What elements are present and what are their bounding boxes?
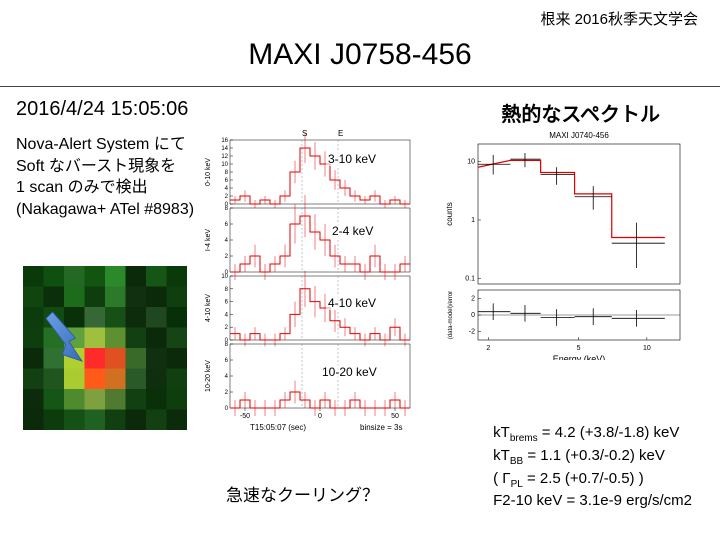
spectrum-heading: 熱的なスペクトル — [501, 98, 660, 127]
svg-text:(data-model)/error: (data-model)/error — [448, 291, 454, 339]
divider — [0, 86, 720, 87]
page-title: MAXI J0758-456 — [0, 38, 720, 72]
svg-text:6: 6 — [225, 178, 229, 184]
svg-text:50: 50 — [391, 413, 399, 420]
svg-text:MAXI J0740-456: MAXI J0740-456 — [549, 131, 609, 140]
svg-text:Energy (keV): Energy (keV) — [553, 354, 606, 360]
svg-text:4: 4 — [225, 186, 229, 192]
desc-line: Soft なバースト現象を — [16, 156, 194, 178]
svg-text:2: 2 — [225, 390, 229, 396]
svg-text:8: 8 — [225, 170, 229, 176]
svg-text:2: 2 — [225, 194, 229, 200]
cooling-question: 急速なクーリング？ — [226, 481, 379, 506]
svg-text:I-4 keV: I-4 keV — [205, 229, 212, 252]
svg-text:-2: -2 — [469, 329, 475, 336]
svg-text:6: 6 — [225, 300, 229, 306]
svg-text:0: 0 — [225, 406, 229, 412]
svg-text:16: 16 — [221, 138, 228, 144]
svg-text:10: 10 — [221, 274, 228, 280]
svg-text:8: 8 — [225, 342, 229, 348]
result-line: F2-10 keV = 3.1e-9 erg/s/cm2 — [493, 491, 692, 512]
band-label: 10-20 keV — [320, 365, 379, 379]
svg-text:10-20 keV: 10-20 keV — [205, 360, 212, 392]
description-block: Nova-Alert System にて Soft なバースト現象を 1 sca… — [16, 134, 194, 220]
svg-text:E: E — [338, 129, 343, 138]
svg-text:2: 2 — [486, 345, 490, 352]
svg-text:binsize = 3s: binsize = 3s — [360, 423, 402, 432]
svg-text:14: 14 — [221, 146, 228, 152]
svg-text:4: 4 — [225, 312, 229, 318]
result-line: ( ΓPL = 2.5 (+0.7/-0.5) ) — [493, 469, 692, 492]
lightcurve-chart: S E 16 14 12 10 8 6 4 2 0 0-10 keV 8 6 4 2 0 I-4 keV 10 8 6 4… — [200, 128, 416, 436]
svg-text:2: 2 — [225, 254, 229, 260]
sky-image — [22, 266, 188, 430]
svg-text:2: 2 — [225, 325, 229, 331]
observation-datetime: 2016/4/24 15:05:06 — [16, 98, 188, 121]
svg-text:0: 0 — [318, 413, 322, 420]
band-label: 3-10 keV — [326, 152, 378, 166]
svg-text:6: 6 — [225, 222, 229, 228]
svg-text:8: 8 — [225, 206, 229, 212]
result-line: kTbrems = 4.2 (+3.8/-1.8) keV — [493, 423, 692, 446]
svg-text:1: 1 — [471, 217, 475, 224]
svg-text:0: 0 — [471, 312, 475, 319]
result-line: kTBB = 1.1 (+0.3/-0.2) keV — [493, 446, 692, 469]
fit-results: kTbrems = 4.2 (+3.8/-1.8) keV kTBB = 1.1… — [493, 423, 692, 512]
svg-text:5: 5 — [577, 345, 581, 352]
band-label: 2-4 keV — [330, 224, 375, 238]
svg-text:2: 2 — [471, 295, 475, 302]
svg-text:4-10 keV: 4-10 keV — [205, 294, 212, 322]
svg-text:T15:05:07 (sec): T15:05:07 (sec) — [250, 423, 306, 432]
svg-text:6: 6 — [225, 358, 229, 364]
svg-text:10: 10 — [221, 162, 228, 168]
svg-text:4: 4 — [225, 374, 229, 380]
svg-text:10: 10 — [467, 159, 475, 166]
svg-text:-50: -50 — [240, 413, 250, 420]
conference-header: 根来 2016秋季天文学会 — [540, 8, 698, 29]
svg-text:S: S — [302, 129, 307, 138]
svg-text:10: 10 — [643, 345, 651, 352]
desc-line: (Nakagawa+ ATel #8983) — [16, 199, 194, 221]
desc-line: 1 scan のみで検出 — [16, 177, 194, 199]
svg-text:counts: counts — [445, 202, 454, 226]
svg-text:12: 12 — [221, 154, 228, 160]
spectrum-chart: MAXI J0740-456 10 1 0.1 2 5 10 2 0 -2 Energy (keV)… — [440, 130, 690, 360]
desc-line: Nova-Alert System にて — [16, 134, 194, 156]
svg-text:0.1: 0.1 — [465, 275, 475, 282]
band-label: 4-10 keV — [326, 296, 378, 310]
svg-text:0-10 keV: 0-10 keV — [205, 158, 212, 186]
svg-text:8: 8 — [225, 287, 229, 293]
svg-text:4: 4 — [225, 238, 229, 244]
